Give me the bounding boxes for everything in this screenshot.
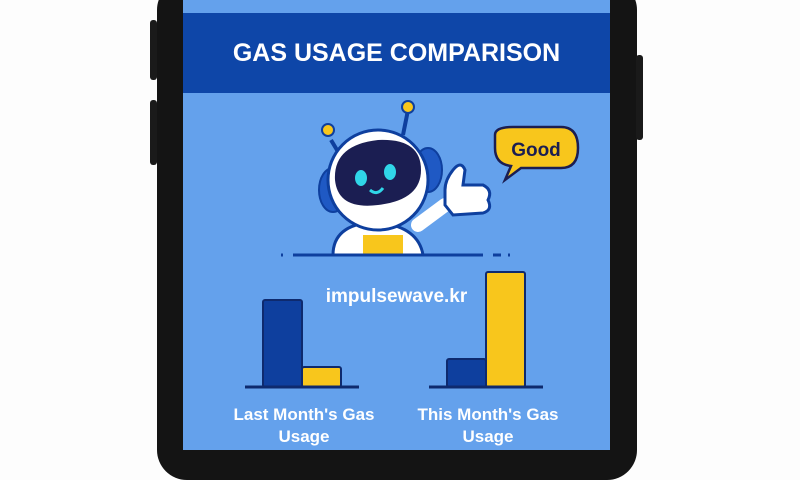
speech-text: Good (511, 140, 561, 161)
phone-screen: GAS USAGE COMPARISON Good impulsew (183, 0, 610, 450)
phone-side-button (150, 20, 157, 80)
phone-side-button (150, 100, 157, 165)
illustration: Good (245, 100, 580, 389)
speech-bubble-icon (493, 125, 580, 184)
bar-blue (446, 358, 487, 388)
bar-blue (262, 299, 303, 388)
watermark-text: impulsewave.kr (325, 286, 468, 307)
phone-power-button (636, 55, 643, 140)
this-month-label: This Month's Gas Usage (417, 405, 559, 446)
robot-mascot-icon (318, 100, 492, 257)
last-month-label: Last Month's Gas Usage (233, 405, 375, 446)
page-title: GAS USAGE COMPARISON (183, 13, 610, 93)
bar-yellow (301, 366, 342, 388)
